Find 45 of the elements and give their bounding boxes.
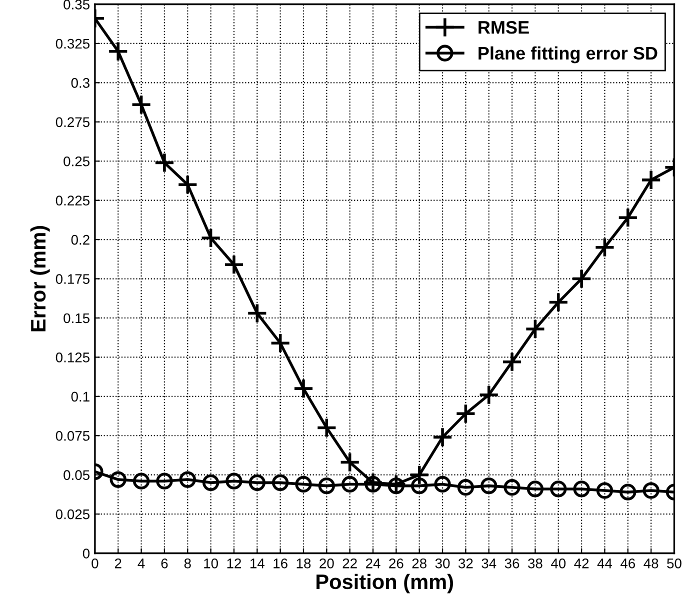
x-tick-label: 42 — [574, 558, 589, 568]
y-tick-label: 0.075 — [56, 430, 90, 441]
x-tick-label: 2 — [114, 558, 122, 568]
y-tick-label: 0.025 — [56, 509, 90, 520]
x-tick-label: 18 — [296, 558, 311, 568]
y-tick-label: 0.3 — [71, 78, 90, 88]
x-tick-label: 36 — [504, 558, 520, 568]
x-tick-label: 26 — [389, 558, 404, 568]
y-tick-label: 0 — [82, 548, 90, 558]
legend-label: RMSE — [478, 20, 529, 34]
y-tick-label: 0.35 — [64, 0, 90, 10]
x-tick-label: 30 — [435, 558, 450, 568]
x-tick-label: 48 — [644, 558, 658, 568]
x-tick-label: 34 — [482, 558, 496, 568]
x-tick-label: 16 — [274, 558, 288, 568]
x-tick-label: 50 — [667, 558, 682, 568]
x-tick-label: 20 — [320, 558, 334, 568]
x-axis-title: Position (mm) — [316, 574, 453, 594]
x-tick-label: 24 — [366, 558, 380, 568]
x-tick-label: 0 — [92, 558, 98, 568]
y-tick-label: 0.275 — [56, 117, 90, 128]
x-tick-label: 44 — [597, 558, 612, 568]
y-axis-title: Error (mm) — [30, 226, 50, 332]
y-tick-label: 0.05 — [64, 470, 90, 480]
x-tick-label: 38 — [528, 558, 542, 568]
y-tick-label: 0.25 — [64, 156, 90, 166]
legend-label: Plane fitting error SD — [478, 46, 658, 64]
x-tick-label: 8 — [184, 558, 191, 568]
y-tick-label: 0.225 — [56, 196, 90, 206]
x-tick-label: 10 — [204, 558, 218, 568]
y-tick-label: 0.175 — [56, 274, 90, 284]
x-tick-label: 4 — [138, 558, 145, 568]
y-tick-label: 0.1 — [71, 392, 90, 402]
x-tick-label: 22 — [342, 558, 357, 568]
x-tick-label: 32 — [458, 558, 473, 568]
y-tick-label: 0.2 — [71, 234, 90, 245]
x-tick-label: 40 — [550, 558, 566, 568]
x-tick-label: 14 — [250, 558, 264, 568]
x-tick-label: 46 — [620, 558, 636, 568]
y-tick-label: 0.15 — [64, 313, 90, 324]
x-tick-label: 12 — [227, 558, 242, 568]
x-tick-label: 28 — [412, 558, 426, 568]
y-tick-label: 0.125 — [56, 352, 90, 362]
y-tick-label: 0.325 — [56, 38, 90, 49]
x-tick-label: 6 — [161, 558, 168, 568]
